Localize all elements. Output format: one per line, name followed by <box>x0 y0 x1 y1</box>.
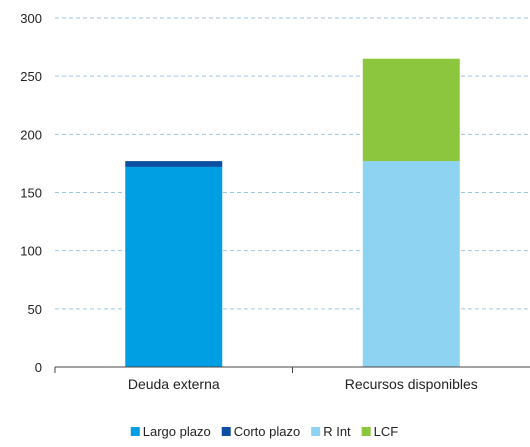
bar-segment <box>125 166 223 367</box>
legend-swatch <box>130 427 140 436</box>
y-tick-label: 250 <box>20 69 42 84</box>
legend-label: R Int <box>323 424 351 439</box>
y-tick-label: 50 <box>28 302 42 317</box>
bar-segment <box>125 161 223 167</box>
bar-segment <box>362 161 460 367</box>
y-tick-label: 150 <box>20 186 42 201</box>
legend: Largo plazo Corto plazo R Int LCF <box>130 424 399 439</box>
legend-swatch <box>221 427 231 436</box>
y-tick-label: 300 <box>20 11 42 26</box>
y-tick-label: 0 <box>35 360 42 375</box>
x-category-label: Deuda externa <box>128 376 220 392</box>
bar-segment <box>362 58 460 162</box>
legend-label: Corto plazo <box>234 424 300 439</box>
axes: 0 50 100 150 200 250 300 Deuda externa Recursos … <box>20 11 530 392</box>
legend-swatch <box>361 427 371 436</box>
bars <box>125 58 460 367</box>
y-tick-label: 200 <box>20 127 42 142</box>
x-category-label: Recursos disponibles <box>345 376 478 392</box>
legend-label: LCF <box>374 424 399 439</box>
legend-swatch <box>311 427 321 436</box>
legend-label: Largo plazo <box>143 424 211 439</box>
y-tick-label: 100 <box>20 244 42 259</box>
